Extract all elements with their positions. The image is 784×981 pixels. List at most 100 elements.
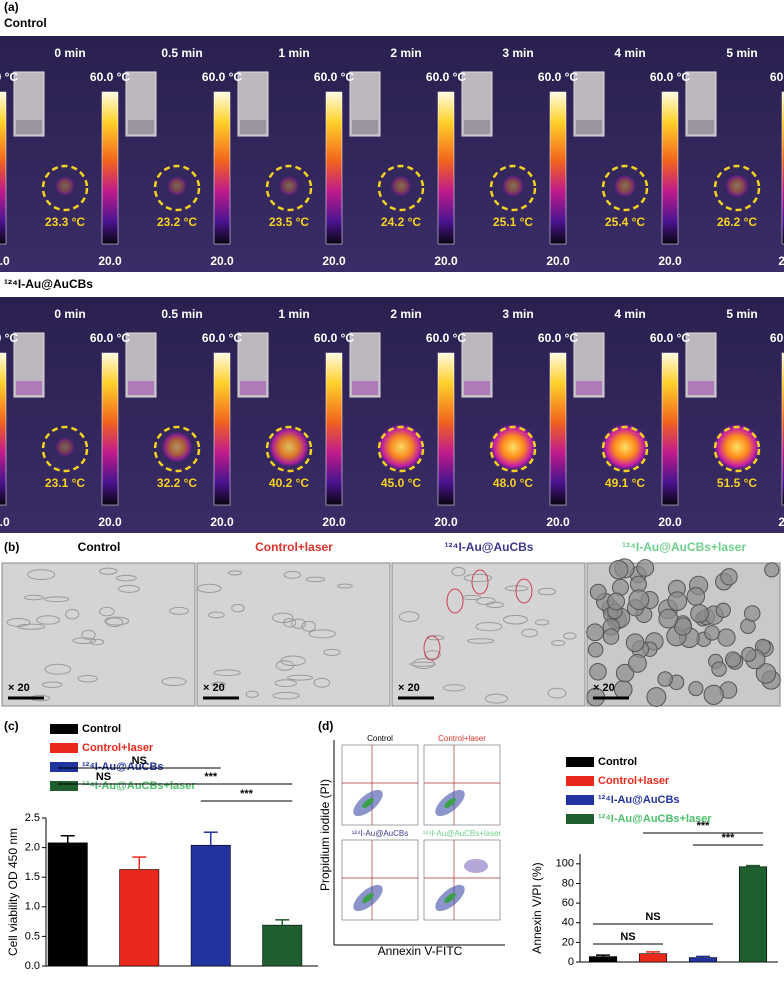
cuvette-bottom bbox=[16, 120, 42, 134]
cell bbox=[628, 653, 647, 673]
y-tick-label: 40 bbox=[562, 917, 574, 929]
cell bbox=[451, 566, 466, 577]
scale-bottom: 20.0 bbox=[546, 515, 570, 529]
roi-circle bbox=[713, 425, 761, 473]
cell bbox=[711, 661, 727, 677]
significance-label: NS bbox=[645, 911, 660, 923]
micrograph bbox=[1, 562, 196, 707]
group-title: ¹²⁴I-Au@AuCBs bbox=[4, 277, 93, 291]
cell bbox=[484, 693, 509, 704]
cell bbox=[283, 570, 302, 579]
cell bbox=[208, 611, 225, 619]
roi-circle bbox=[489, 164, 537, 212]
y-tick-label: 1.0 bbox=[25, 901, 40, 913]
cell bbox=[764, 562, 780, 578]
cell bbox=[280, 655, 306, 667]
scale-bottom: 20.0 bbox=[98, 515, 122, 529]
content: Control 0 min 23.3 °C 0.5 min 23.2 °C 1 min 23… bbox=[0, 16, 784, 972]
hot-spot bbox=[161, 431, 193, 463]
cell bbox=[586, 623, 604, 642]
cuvette-bottom bbox=[352, 120, 378, 134]
cell bbox=[743, 605, 761, 622]
cuvette-bottom bbox=[688, 120, 714, 134]
y-axis-label: Cell viability OD 450 nm bbox=[6, 828, 20, 956]
scale-bottom: 20.0 bbox=[322, 515, 346, 529]
color-bar bbox=[325, 352, 343, 506]
legend-swatch bbox=[566, 814, 594, 824]
cell bbox=[286, 674, 314, 681]
legend-swatch bbox=[50, 724, 78, 734]
cuvette-bottom bbox=[352, 381, 378, 395]
cell bbox=[231, 603, 245, 613]
cell bbox=[117, 584, 140, 593]
legend-swatch bbox=[50, 743, 78, 753]
cell bbox=[313, 677, 331, 688]
cell bbox=[104, 616, 130, 626]
cell bbox=[724, 651, 742, 668]
scale-bottom: 20.0 bbox=[0, 515, 10, 529]
cell bbox=[502, 614, 528, 625]
cell bbox=[211, 681, 226, 688]
cell bbox=[613, 680, 633, 699]
bar bbox=[47, 842, 88, 967]
scale-top: 60.0 °C bbox=[90, 331, 130, 345]
panel-label: (d) bbox=[318, 719, 333, 733]
legend-label: ¹²⁴I-Au@AuCBs bbox=[598, 794, 680, 806]
roi bbox=[515, 578, 533, 604]
cell bbox=[27, 569, 56, 581]
temp-label: 23.3 °C bbox=[45, 215, 85, 229]
color-bar bbox=[549, 352, 567, 506]
cell bbox=[602, 628, 620, 645]
cell bbox=[169, 606, 190, 615]
y-tick-label: 1.5 bbox=[25, 871, 40, 883]
micro-title: Control+laser bbox=[255, 540, 333, 554]
cell bbox=[615, 663, 635, 683]
scale-top: 60.0 °C bbox=[314, 331, 354, 345]
legend-label: ¹²⁴I-Au@AuCBs+laser bbox=[82, 780, 196, 792]
temp-label: 48.0 °C bbox=[493, 476, 533, 490]
cell bbox=[741, 646, 757, 662]
cell bbox=[703, 684, 724, 705]
scale-bottom: 20.0 bbox=[210, 254, 234, 268]
color-bar bbox=[781, 352, 784, 506]
legend-label: Control+laser bbox=[82, 742, 154, 754]
flow-xlabel: Annexin V-FITC bbox=[378, 944, 463, 958]
y-tick-label: 0 bbox=[568, 956, 574, 968]
temp-label: 49.1 °C bbox=[605, 476, 645, 490]
color-bar bbox=[101, 91, 119, 245]
cell bbox=[36, 615, 61, 625]
cell bbox=[305, 576, 326, 583]
cell bbox=[41, 681, 63, 688]
cuvette-bottom bbox=[576, 381, 602, 395]
color-bar bbox=[213, 352, 231, 506]
roi-circle bbox=[41, 164, 89, 212]
cell bbox=[589, 662, 607, 681]
temp-label: 51.5 °C bbox=[717, 476, 757, 490]
hot-spot bbox=[278, 175, 300, 197]
cell bbox=[161, 677, 187, 686]
y-tick-label: 2.5 bbox=[25, 812, 40, 824]
time-label: 0.5 min bbox=[161, 307, 202, 321]
scale-top: 60.0 °C bbox=[770, 70, 784, 84]
hot-spot bbox=[489, 423, 537, 471]
scale-top: 60.0 °C bbox=[90, 70, 130, 84]
cuvette-bottom bbox=[16, 381, 42, 395]
legend-swatch bbox=[566, 795, 594, 805]
time-label: 3 min bbox=[502, 307, 533, 321]
micro-title: ¹²⁴I-Au@AuCBs+laser bbox=[622, 540, 746, 554]
cell bbox=[658, 608, 679, 629]
y-tick-label: 2.0 bbox=[25, 842, 40, 854]
legend-label: Control+laser bbox=[598, 775, 670, 787]
temp-label: 40.2 °C bbox=[269, 476, 309, 490]
cell bbox=[563, 632, 577, 640]
bar bbox=[262, 924, 303, 967]
scale-bottom: 20.0 bbox=[434, 254, 458, 268]
hot-spot bbox=[725, 174, 749, 198]
bar bbox=[588, 956, 618, 963]
significance-label: NS bbox=[132, 755, 147, 767]
cell bbox=[115, 574, 137, 582]
cell bbox=[308, 629, 336, 639]
cuvette-bottom bbox=[576, 120, 602, 134]
temp-label: 45.0 °C bbox=[381, 476, 421, 490]
